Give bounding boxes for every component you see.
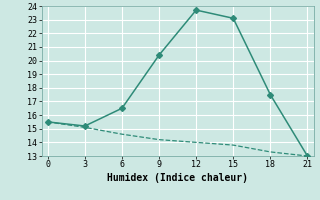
X-axis label: Humidex (Indice chaleur): Humidex (Indice chaleur) [107,173,248,183]
